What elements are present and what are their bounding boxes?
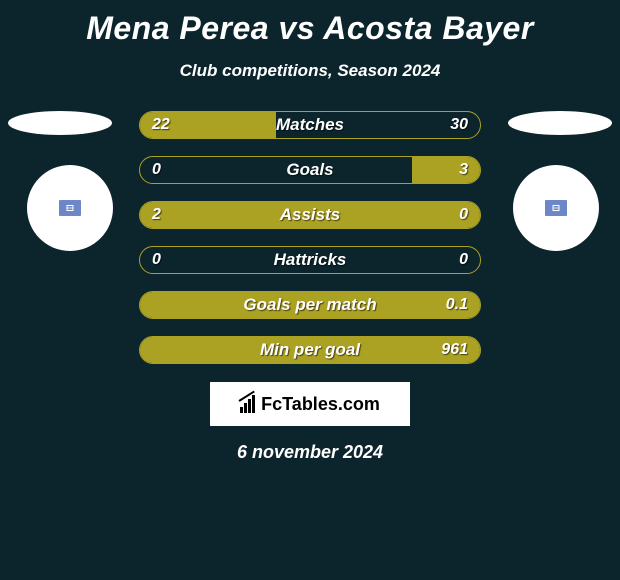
fctables-chart-icon: [240, 395, 255, 413]
stat-value-right: 961: [441, 337, 468, 363]
stat-row: 961Min per goal: [139, 336, 481, 364]
player-flag-right: [508, 111, 612, 135]
stat-row: 03Goals: [139, 156, 481, 184]
player-flag-left: [8, 111, 112, 135]
stat-bars: 2230Matches03Goals20Assists00Hattricks0.…: [139, 111, 481, 364]
stat-value-left: 2: [152, 202, 161, 228]
stat-fill-right: [412, 157, 480, 183]
stat-row: 0.1Goals per match: [139, 291, 481, 319]
stat-value-left: 0: [152, 247, 161, 273]
stat-label: Hattricks: [140, 247, 480, 273]
club-logo-right-icon: [545, 200, 567, 216]
stat-row: 2230Matches: [139, 111, 481, 139]
stat-value-right: 0: [459, 202, 468, 228]
stat-fill-right: [140, 292, 480, 318]
page-title: Mena Perea vs Acosta Bayer: [0, 0, 620, 47]
stat-value-right: 3: [459, 157, 468, 183]
club-logo-left-icon: [59, 200, 81, 216]
stat-value-right: 30: [450, 112, 468, 138]
fctables-watermark: FcTables.com: [210, 382, 410, 426]
comparison-panel: 2230Matches03Goals20Assists00Hattricks0.…: [0, 111, 620, 364]
stat-row: 0 0Hattricks: [139, 246, 481, 274]
stat-value-right: 0: [459, 247, 468, 273]
subtitle: Club competitions, Season 2024: [0, 61, 620, 81]
stat-value-right: 0.1: [446, 292, 468, 318]
fctables-label: FcTables.com: [261, 394, 380, 415]
player-badge-right: [513, 165, 599, 251]
player-badge-left: [27, 165, 113, 251]
stat-fill-right: [140, 337, 480, 363]
stat-fill-left: [140, 202, 480, 228]
stat-row: 20Assists: [139, 201, 481, 229]
date-label: 6 november 2024: [0, 442, 620, 463]
stat-value-left: 0: [152, 157, 161, 183]
stat-value-left: 22: [152, 112, 170, 138]
